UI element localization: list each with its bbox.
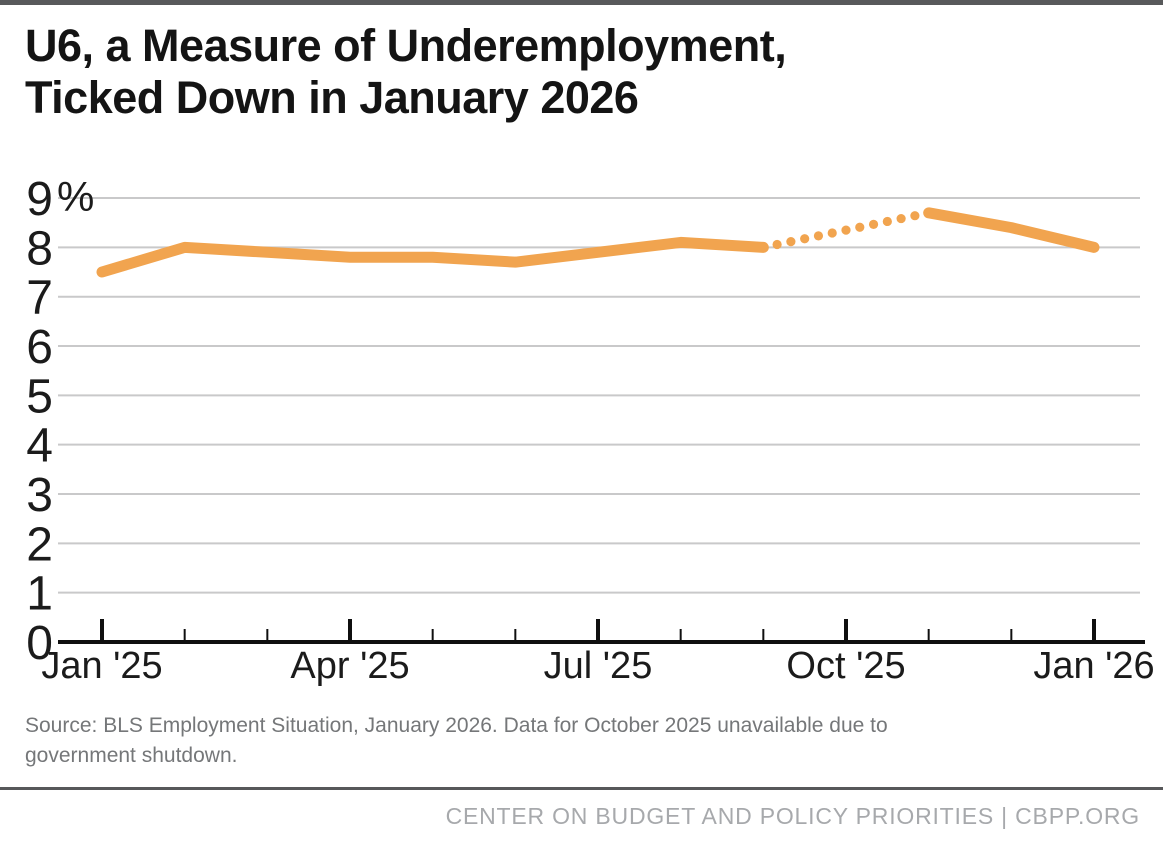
data-dot-missing-october (896, 213, 906, 224)
chart-title: U6, a Measure of Underemployment, Ticked… (25, 20, 1125, 124)
data-line-solid-jan-sep (96, 236, 769, 278)
data-dot-missing-october (800, 234, 810, 244)
x-axis-label: Jan '26 (1033, 645, 1154, 687)
y-axis-label: 0 (26, 617, 53, 670)
y-axis-percent-sign: % (57, 173, 94, 220)
data-dot-missing-october (910, 211, 920, 221)
data-dot-missing-october (813, 231, 824, 241)
y-axis-label: 2 (26, 518, 53, 571)
y-axis-label: 7 (26, 272, 53, 325)
source-note-line2: government shutdown. (25, 744, 238, 767)
x-axis-label: Jul '25 (544, 645, 653, 687)
x-axis-label: Apr '25 (290, 645, 409, 687)
footer-attribution: CENTER ON BUDGET AND POLICY PRIORITIES |… (445, 803, 1140, 829)
y-axis-label: 9 (26, 173, 53, 226)
y-axis-label: 4 (26, 420, 53, 473)
chart-title-line2: Ticked Down in January 2026 (25, 72, 639, 123)
x-axis-label: Jan '25 (41, 645, 162, 687)
data-dot-missing-october (882, 216, 892, 227)
source-note-line1: Source: BLS Employment Situation, Januar… (25, 714, 888, 737)
data-dot-missing-october (786, 237, 796, 247)
data-dot-missing-october (772, 239, 782, 250)
data-dot-missing-october (827, 228, 837, 238)
y-axis-label: 3 (26, 469, 53, 522)
data-line-solid-nov-jan (923, 207, 1100, 253)
top-accent-bar (0, 0, 1163, 5)
footer-divider (0, 787, 1163, 790)
data-dot-missing-october (841, 225, 851, 235)
y-axis-label: 1 (26, 568, 53, 621)
chart-title-line1: U6, a Measure of Underemployment, (25, 20, 787, 71)
y-axis-label: 5 (26, 370, 53, 423)
y-axis-label: 6 (26, 321, 53, 374)
data-dot-missing-october (855, 222, 865, 232)
x-axis-label: Oct '25 (786, 645, 905, 687)
y-axis-label: 8 (26, 222, 53, 275)
data-dot-missing-october (868, 219, 879, 229)
source-note: Source: BLS Employment Situation, Januar… (25, 711, 1135, 771)
